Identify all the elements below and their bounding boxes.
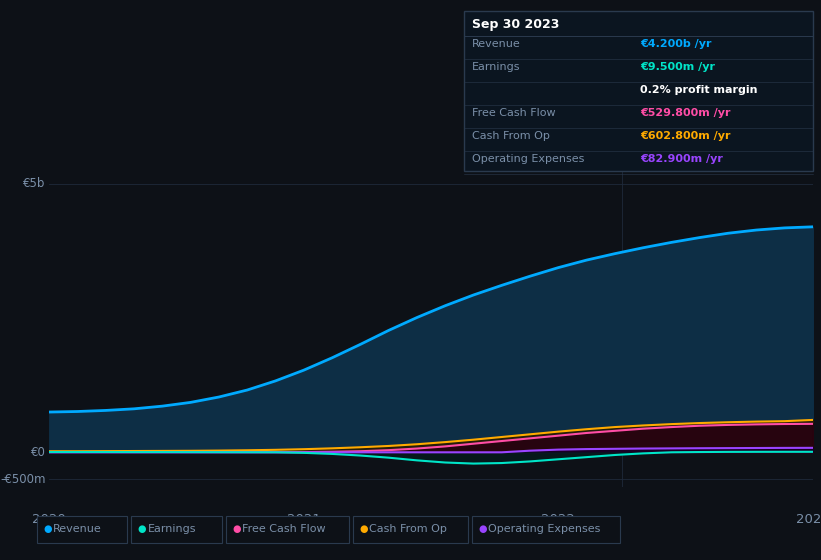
Text: Operating Expenses: Operating Expenses xyxy=(472,153,585,164)
Text: ●: ● xyxy=(232,524,241,534)
Text: Operating Expenses: Operating Expenses xyxy=(488,524,601,534)
Text: 0.2% profit margin: 0.2% profit margin xyxy=(640,85,758,95)
Text: €4.200b /yr: €4.200b /yr xyxy=(640,39,712,49)
Text: ●: ● xyxy=(360,524,368,534)
Text: €529.800m /yr: €529.800m /yr xyxy=(640,108,731,118)
Text: ●: ● xyxy=(479,524,487,534)
Text: Sep 30 2023: Sep 30 2023 xyxy=(472,18,559,31)
Text: Revenue: Revenue xyxy=(53,524,102,534)
Text: ●: ● xyxy=(44,524,52,534)
Text: -€500m: -€500m xyxy=(0,473,45,486)
Text: Cash From Op: Cash From Op xyxy=(472,130,550,141)
Text: Cash From Op: Cash From Op xyxy=(369,524,447,534)
Text: 2023: 2023 xyxy=(796,513,821,526)
Text: €9.500m /yr: €9.500m /yr xyxy=(640,62,715,72)
Text: 2021: 2021 xyxy=(287,513,320,526)
Text: Free Cash Flow: Free Cash Flow xyxy=(242,524,326,534)
Text: Earnings: Earnings xyxy=(472,62,521,72)
Text: Revenue: Revenue xyxy=(472,39,521,49)
Text: €5b: €5b xyxy=(23,178,45,190)
Text: €0: €0 xyxy=(30,446,45,459)
Text: Earnings: Earnings xyxy=(148,524,196,534)
Text: 2020: 2020 xyxy=(32,513,67,526)
Text: 2022: 2022 xyxy=(541,513,575,526)
Text: ●: ● xyxy=(138,524,146,534)
Text: €602.800m /yr: €602.800m /yr xyxy=(640,130,731,141)
Text: Free Cash Flow: Free Cash Flow xyxy=(472,108,556,118)
Text: €82.900m /yr: €82.900m /yr xyxy=(640,153,723,164)
